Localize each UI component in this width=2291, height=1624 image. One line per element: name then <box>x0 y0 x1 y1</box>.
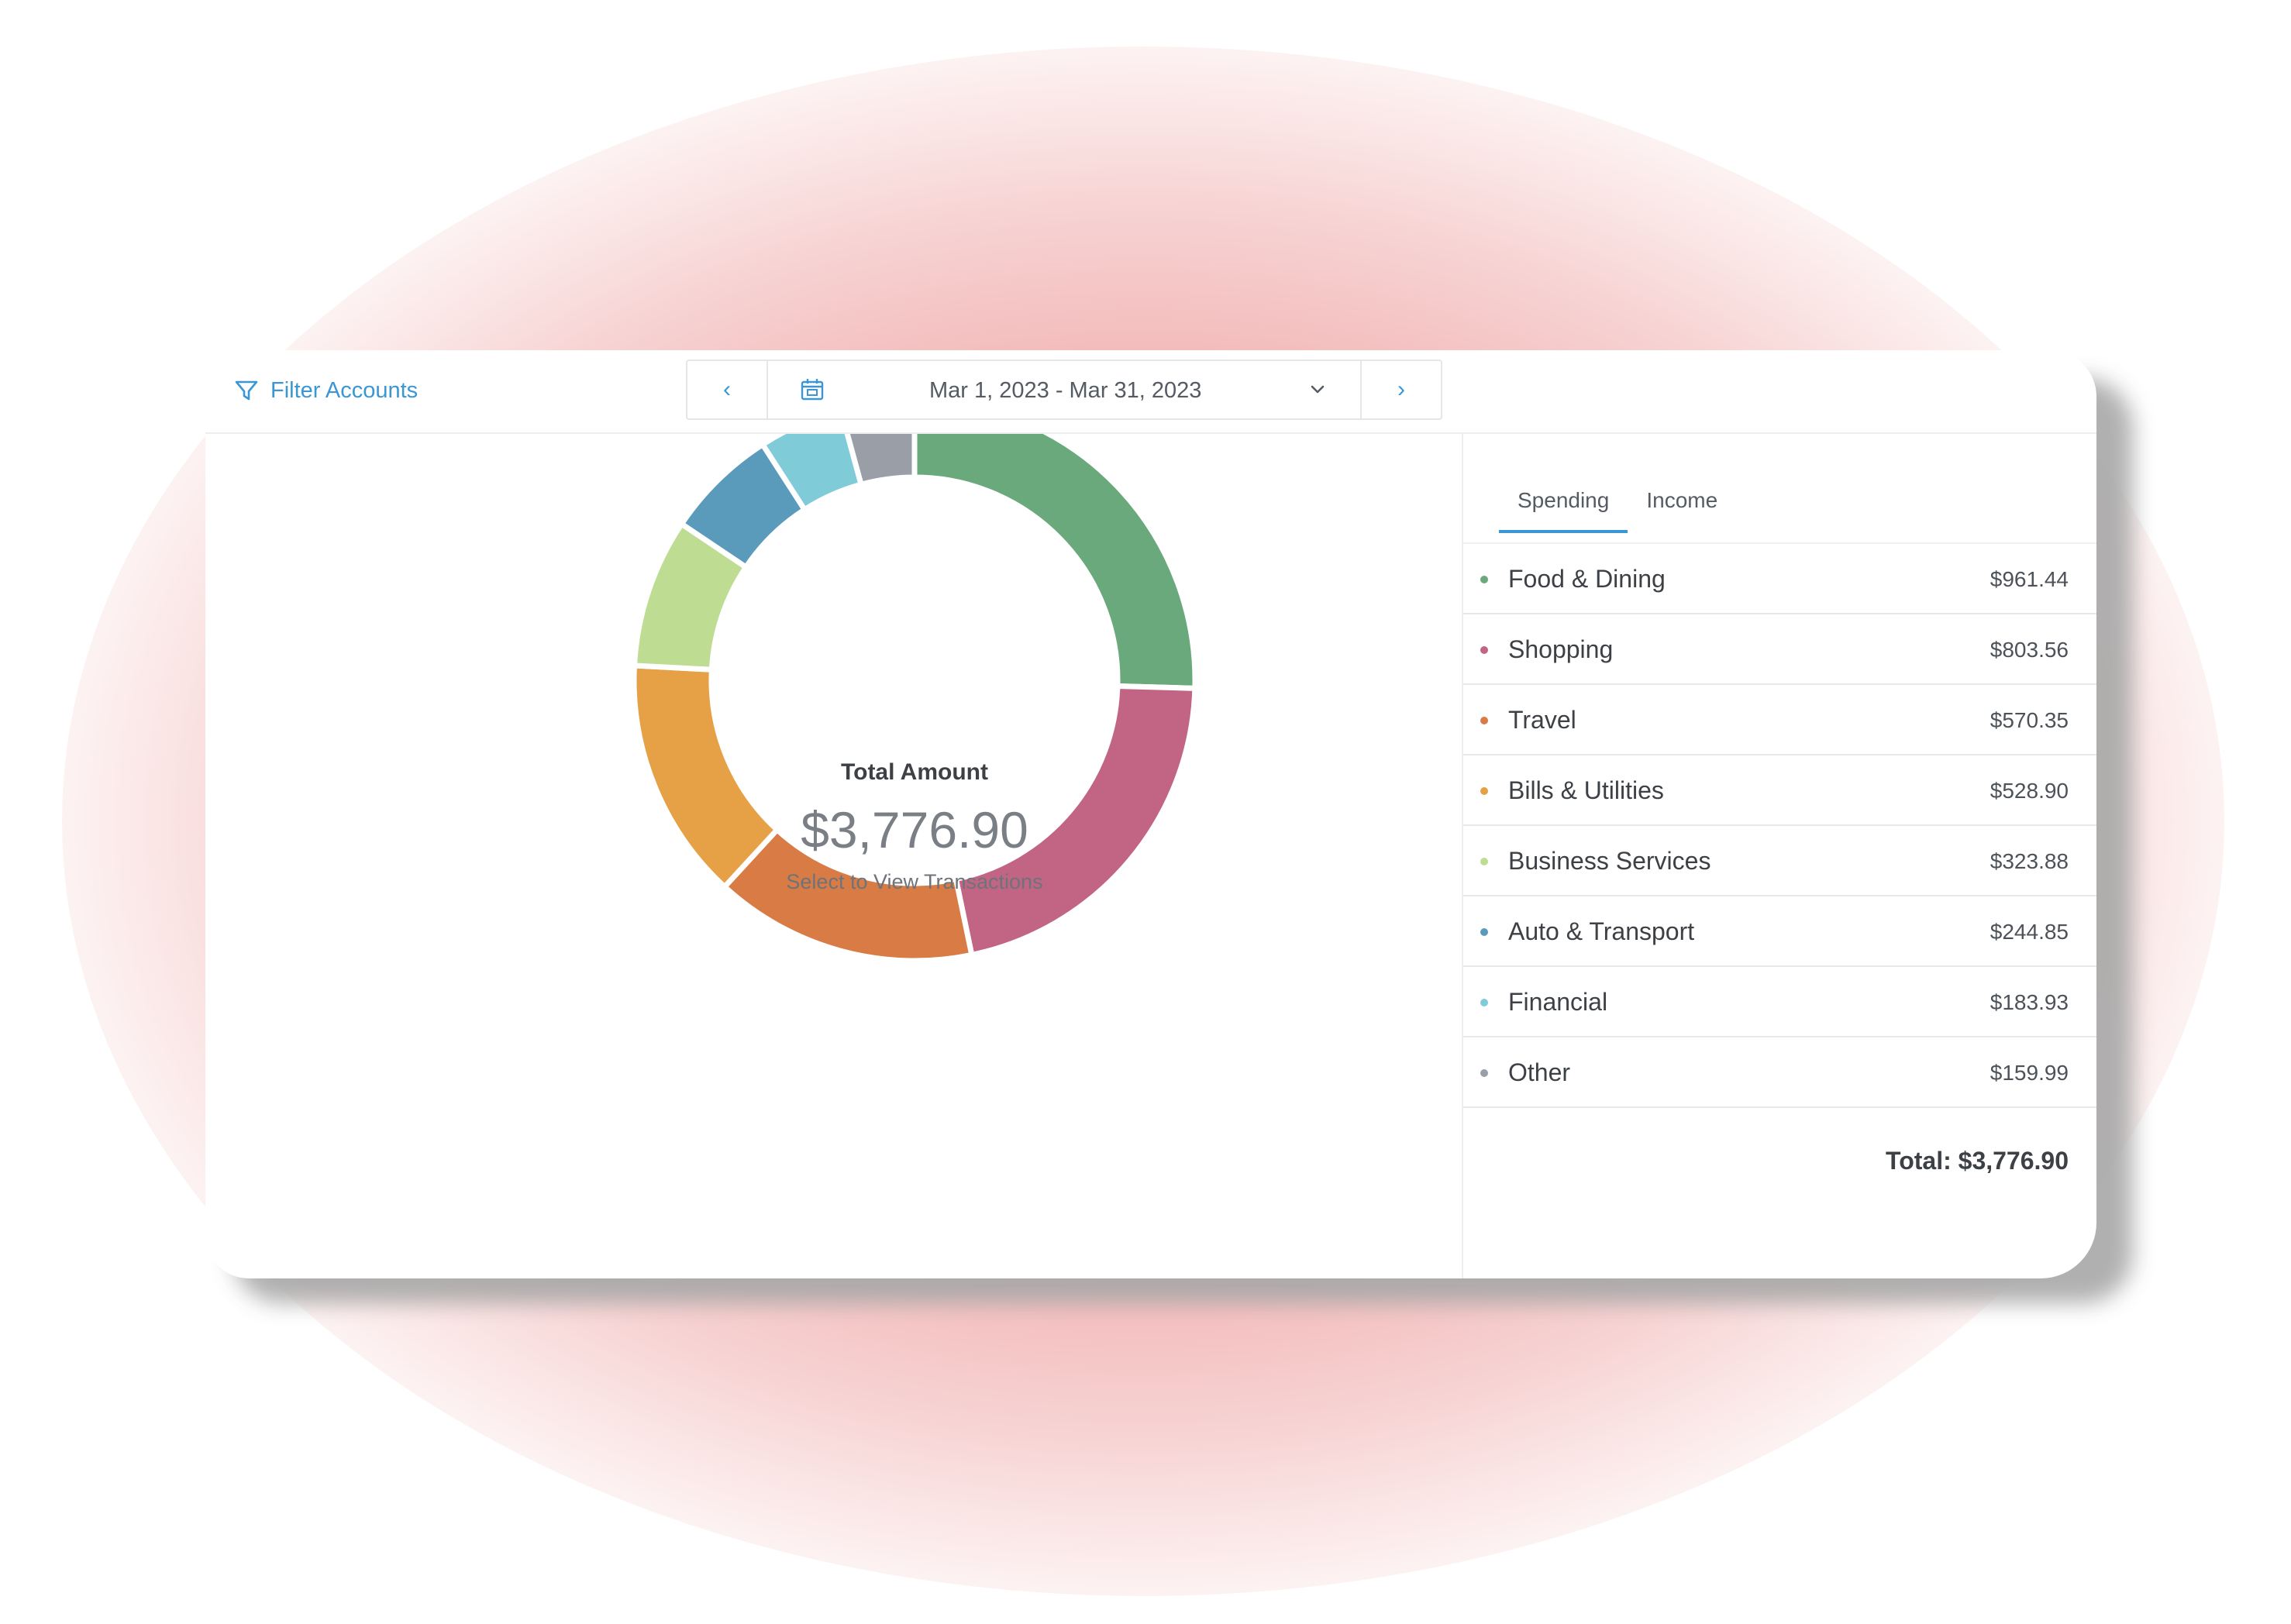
previous-month-button[interactable]: ‹ <box>687 361 768 418</box>
category-row-auto-transport[interactable]: Auto & Transport $244.85 <box>1463 896 2096 967</box>
category-row-travel[interactable]: Travel $570.35 <box>1463 685 2096 755</box>
tabs-underline <box>1463 542 2096 544</box>
category-name: Auto & Transport <box>1508 917 1695 945</box>
date-range-selector[interactable]: Mar 1, 2023 - Mar 31, 2023 <box>768 361 1360 418</box>
category-amount: $183.93 <box>1990 990 2069 1014</box>
category-color-dot <box>1480 858 1488 865</box>
category-color-dot <box>1480 928 1488 936</box>
spending-card: Filter Accounts ‹ Mar 1, 2023 - Mar 31, … <box>205 350 2096 1278</box>
category-name: Other <box>1508 1058 1571 1086</box>
toolbar: Filter Accounts ‹ Mar 1, 2023 - Mar 31, … <box>205 350 2096 434</box>
category-row-other[interactable]: Other $159.99 <box>1463 1037 2096 1108</box>
category-color-dot <box>1480 717 1488 724</box>
tab-income[interactable]: Income <box>1646 488 1718 512</box>
category-amount: $244.85 <box>1990 920 2069 944</box>
donut-slice-bills-utilities[interactable] <box>631 662 781 891</box>
donut-slice-shopping[interactable] <box>953 683 1198 958</box>
category-name: Shopping <box>1508 635 1614 663</box>
category-row-shopping[interactable]: Shopping $803.56 <box>1463 614 2096 685</box>
tab-spending[interactable]: Spending <box>1499 480 1628 533</box>
category-color-dot <box>1480 646 1488 654</box>
category-name: Food & Dining <box>1508 565 1666 593</box>
category-list-pane: Spending Income Food & Dining $961.44 Sh… <box>1463 434 2096 1278</box>
filter-icon <box>235 380 258 401</box>
filter-accounts-button[interactable]: Filter Accounts <box>233 372 418 409</box>
category-amount: $570.35 <box>1990 708 2069 732</box>
category-amount: $803.56 <box>1990 638 2069 662</box>
chevron-down-icon <box>1311 385 1325 394</box>
view-transactions-link[interactable]: Select to View Transactions <box>786 870 1043 893</box>
donut-slice-food-dining[interactable] <box>911 434 1198 691</box>
category-color-dot <box>1480 787 1488 795</box>
category-name: Bills & Utilities <box>1508 776 1664 804</box>
donut-slice-other[interactable] <box>841 434 918 488</box>
category-color-dot <box>1480 1069 1488 1077</box>
category-row-financial[interactable]: Financial $183.93 <box>1463 967 2096 1037</box>
category-row-food-dining[interactable]: Food & Dining $961.44 <box>1463 544 2096 614</box>
spending-income-tabs: Spending Income <box>1499 480 1736 533</box>
category-amount: $528.90 <box>1990 779 2069 803</box>
category-amount: $323.88 <box>1990 849 2069 873</box>
category-row-business-services[interactable]: Business Services $323.88 <box>1463 826 2096 896</box>
category-name: Financial <box>1508 988 1608 1016</box>
category-color-dot <box>1480 999 1488 1006</box>
next-month-button[interactable]: › <box>1360 361 1441 418</box>
category-amount: $159.99 <box>1990 1061 2069 1085</box>
spending-donut-chart <box>631 434 1198 964</box>
total-amount-title: Total Amount <box>841 759 988 785</box>
category-name: Travel <box>1508 706 1576 734</box>
chart-pane: Total Amount $3,776.90 Select to View Tr… <box>205 434 1461 1278</box>
date-range-picker: ‹ Mar 1, 2023 - Mar 31, 2023 › <box>686 360 1442 420</box>
pane-divider <box>1462 432 1463 1278</box>
category-row-bills-utilities[interactable]: Bills & Utilities $528.90 <box>1463 755 2096 826</box>
total-amount-value: $3,776.90 <box>801 801 1028 858</box>
category-amount: $961.44 <box>1990 567 2069 591</box>
total-summary: Total: $3,776.90 <box>1886 1147 2069 1175</box>
category-color-dot <box>1480 576 1488 583</box>
category-name: Business Services <box>1508 847 1711 875</box>
category-list: Food & Dining $961.44 Shopping $803.56 T… <box>1463 544 2096 1108</box>
filter-accounts-label: Filter Accounts <box>270 377 419 403</box>
date-range-label: Mar 1, 2023 - Mar 31, 2023 <box>929 378 1202 403</box>
calendar-icon <box>801 379 824 401</box>
